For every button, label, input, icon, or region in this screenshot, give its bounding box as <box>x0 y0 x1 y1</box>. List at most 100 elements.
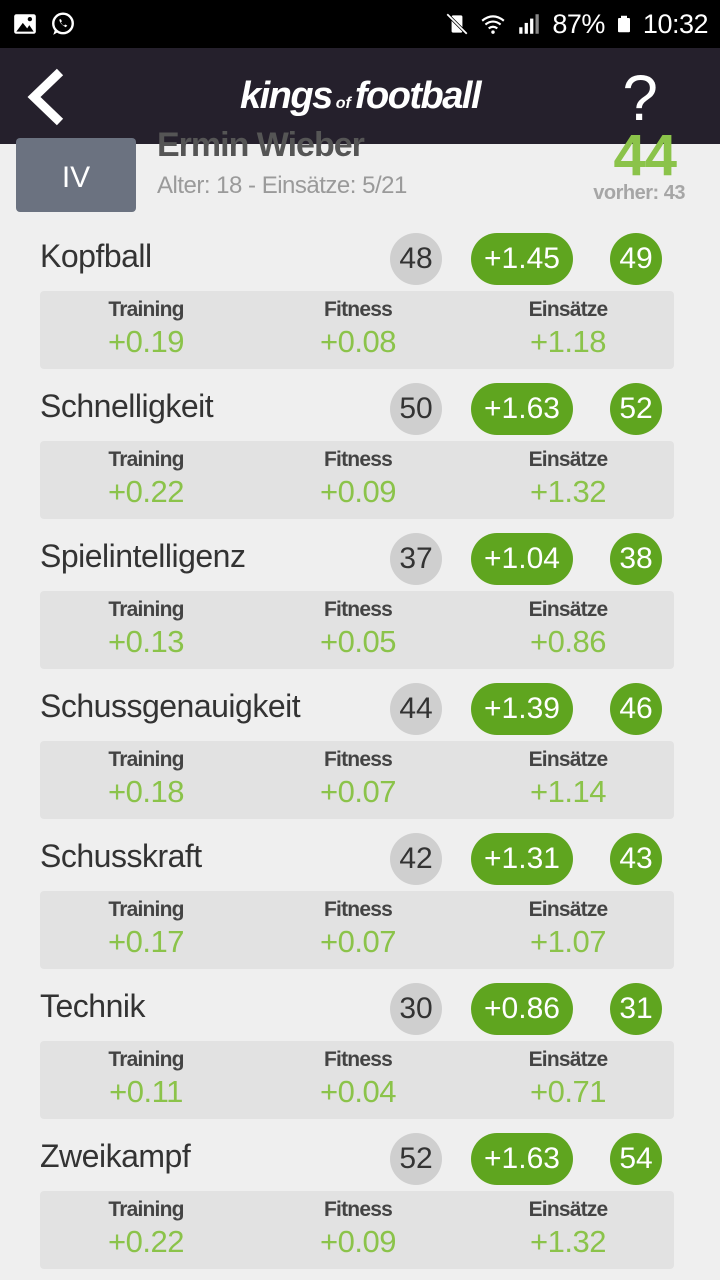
einsaetze-label: Einsätze <box>528 298 609 321</box>
attribute-row: Kopfball 48 +1.45 49 Training +0.19 Fitn… <box>0 228 720 378</box>
fitness-label: Fitness <box>324 298 393 321</box>
logo-of: of <box>335 94 351 112</box>
training-column: Training +0.22 <box>56 1191 236 1261</box>
attribute-name: Zweikampf <box>40 1138 191 1174</box>
position-badge: IV <box>16 138 136 212</box>
back-button[interactable] <box>22 66 74 128</box>
old-value-badge: 30 <box>390 983 442 1035</box>
player-rating: 44 <box>613 123 677 188</box>
mute-vibrate-icon <box>446 13 469 35</box>
app-header: kings of football ? <box>0 48 720 144</box>
fitness-value: +0.08 <box>320 324 396 359</box>
training-value: +0.18 <box>108 774 184 809</box>
einsaetze-label: Einsätze <box>528 448 609 471</box>
einsaetze-column: Einsätze +1.18 <box>478 291 658 361</box>
fitness-value: +0.07 <box>320 924 396 959</box>
fitness-label: Fitness <box>324 898 393 921</box>
gain-breakdown: Training +0.18 Fitness +0.07 Einsätze +1… <box>40 741 674 819</box>
einsaetze-value: +0.86 <box>530 624 606 659</box>
attribute-name: Schusskraft <box>40 838 202 874</box>
fitness-label: Fitness <box>324 448 393 471</box>
attribute-row: Zweikampf 52 +1.63 54 Training +0.22 Fit… <box>0 1128 720 1278</box>
training-value: +0.22 <box>108 1224 184 1259</box>
player-header: IV Ermin Wieber Alter: 18 - Einsätze: 5/… <box>0 123 720 224</box>
attribute-row: Schussgenauigkeit 44 +1.39 46 Training +… <box>0 678 720 828</box>
training-column: Training +0.11 <box>56 1041 236 1111</box>
einsaetze-value: +0.71 <box>530 1074 606 1109</box>
player-meta: Alter: 18 - Einsätze: 5/21 <box>157 172 407 199</box>
einsaetze-value: +1.32 <box>530 474 606 509</box>
training-value: +0.22 <box>108 474 184 509</box>
training-label: Training <box>108 898 184 921</box>
new-value-badge: 43 <box>610 833 662 885</box>
help-button[interactable]: ? <box>622 62 658 134</box>
training-value: +0.13 <box>108 624 184 659</box>
gain-breakdown: Training +0.13 Fitness +0.05 Einsätze +0… <box>40 591 674 669</box>
fitness-column: Fitness +0.07 <box>268 891 448 961</box>
training-column: Training +0.19 <box>56 291 236 361</box>
fitness-column: Fitness +0.04 <box>268 1041 448 1111</box>
fitness-value: +0.09 <box>320 474 396 509</box>
fitness-column: Fitness +0.09 <box>268 441 448 511</box>
training-label: Training <box>108 298 184 321</box>
new-value-badge: 52 <box>610 383 662 435</box>
fitness-label: Fitness <box>324 598 393 621</box>
einsaetze-value: +1.14 <box>530 774 606 809</box>
einsaetze-column: Einsätze +1.14 <box>478 741 658 811</box>
gain-badge: +1.63 <box>471 383 573 435</box>
attribute-row: Spielintelligenz 37 +1.04 38 Training +0… <box>0 528 720 678</box>
fitness-label: Fitness <box>324 1048 393 1071</box>
fitness-value: +0.09 <box>320 1224 396 1259</box>
new-value-badge: 46 <box>610 683 662 735</box>
gain-breakdown: Training +0.22 Fitness +0.09 Einsätze +1… <box>40 441 674 519</box>
attribute-name: Schussgenauigkeit <box>40 688 301 724</box>
new-value-badge: 54 <box>610 1133 662 1185</box>
training-value: +0.19 <box>108 324 184 359</box>
gain-breakdown: Training +0.19 Fitness +0.08 Einsätze +1… <box>40 291 674 369</box>
status-bar: 87% 10:32 <box>0 0 720 48</box>
training-column: Training +0.13 <box>56 591 236 661</box>
battery-icon <box>617 15 630 33</box>
old-value-badge: 44 <box>390 683 442 735</box>
logo-kings: kings <box>239 74 333 117</box>
fitness-column: Fitness +0.05 <box>268 591 448 661</box>
gain-breakdown: Training +0.11 Fitness +0.04 Einsätze +0… <box>40 1041 674 1119</box>
gain-badge: +1.31 <box>471 833 573 885</box>
training-label: Training <box>108 748 184 771</box>
attribute-name: Kopfball <box>40 238 152 274</box>
status-bar-left <box>12 11 76 37</box>
gain-badge: +1.63 <box>471 1133 573 1185</box>
attribute-row: Schnelligkeit 50 +1.63 52 Training +0.22… <box>0 378 720 528</box>
battery-percent: 87% <box>552 8 605 39</box>
training-label: Training <box>108 448 184 471</box>
einsaetze-label: Einsätze <box>528 1198 609 1221</box>
training-value: +0.17 <box>108 924 184 959</box>
player-previous-rating: vorher: 43 <box>593 182 685 204</box>
new-value-badge: 31 <box>610 983 662 1035</box>
attribute-row: Technik 30 +0.86 31 Training +0.11 Fitne… <box>0 978 720 1128</box>
chevron-left-icon <box>27 68 64 126</box>
old-value-badge: 37 <box>390 533 442 585</box>
training-label: Training <box>108 1198 184 1221</box>
new-value-badge: 38 <box>610 533 662 585</box>
einsaetze-column: Einsätze +1.07 <box>478 891 658 961</box>
wifi-icon <box>481 15 505 34</box>
fitness-column: Fitness +0.07 <box>268 741 448 811</box>
einsaetze-label: Einsätze <box>528 1048 609 1071</box>
old-value-badge: 48 <box>390 233 442 285</box>
logo-football: football <box>354 74 482 117</box>
gain-badge: +1.04 <box>471 533 573 585</box>
training-column: Training +0.22 <box>56 441 236 511</box>
einsaetze-value: +1.32 <box>530 1224 606 1259</box>
gain-breakdown: Training +0.17 Fitness +0.07 Einsätze +1… <box>40 891 674 969</box>
attribute-name: Technik <box>40 988 146 1024</box>
fitness-value: +0.07 <box>320 774 396 809</box>
attribute-list: Kopfball 48 +1.45 49 Training +0.19 Fitn… <box>0 228 720 1278</box>
fitness-value: +0.05 <box>320 624 396 659</box>
training-column: Training +0.17 <box>56 891 236 961</box>
fitness-column: Fitness +0.08 <box>268 291 448 361</box>
einsaetze-column: Einsätze +0.86 <box>478 591 658 661</box>
fitness-value: +0.04 <box>320 1074 396 1109</box>
einsaetze-label: Einsätze <box>528 598 609 621</box>
new-value-badge: 49 <box>610 233 662 285</box>
